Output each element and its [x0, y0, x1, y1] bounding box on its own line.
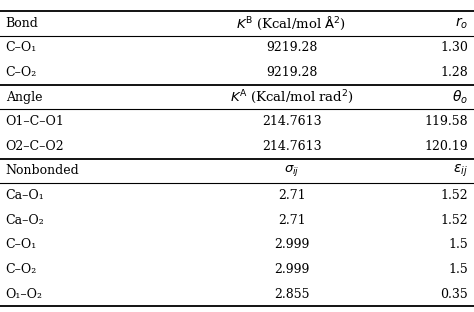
Text: 120.19: 120.19: [425, 140, 468, 153]
Text: 119.58: 119.58: [425, 115, 468, 128]
Text: O₁–O₂: O₁–O₂: [6, 288, 43, 300]
Text: C–O₁: C–O₁: [6, 238, 37, 251]
Text: 1.28: 1.28: [440, 66, 468, 79]
Text: 2.999: 2.999: [274, 263, 309, 276]
Text: C–O₂: C–O₂: [6, 263, 37, 276]
Text: 2.999: 2.999: [274, 238, 309, 251]
Text: 2.71: 2.71: [278, 214, 305, 227]
Text: Angle: Angle: [6, 90, 42, 104]
Text: 1.52: 1.52: [441, 214, 468, 227]
Text: $\theta_o$: $\theta_o$: [452, 88, 468, 106]
Text: Ca–O₁: Ca–O₁: [6, 189, 45, 202]
Text: 2.855: 2.855: [274, 288, 309, 300]
Text: C–O₁: C–O₁: [6, 41, 37, 54]
Text: Nonbonded: Nonbonded: [6, 164, 80, 178]
Text: $r_o$: $r_o$: [455, 16, 468, 31]
Text: $\sigma_{ij}$: $\sigma_{ij}$: [284, 163, 299, 178]
Text: 1.30: 1.30: [440, 41, 468, 54]
Text: Ca–O₂: Ca–O₂: [6, 214, 45, 227]
Text: Bond: Bond: [6, 17, 38, 30]
Text: 1.52: 1.52: [441, 189, 468, 202]
Text: O2–C–O2: O2–C–O2: [6, 140, 64, 153]
Text: 2.71: 2.71: [278, 189, 305, 202]
Text: 0.35: 0.35: [440, 288, 468, 300]
Text: 9219.28: 9219.28: [266, 66, 317, 79]
Text: C–O₂: C–O₂: [6, 66, 37, 79]
Text: $K^{\mathrm{A}}$ (Kcal/mol rad$^{2}$): $K^{\mathrm{A}}$ (Kcal/mol rad$^{2}$): [229, 88, 354, 106]
Text: 1.5: 1.5: [448, 263, 468, 276]
Text: 1.5: 1.5: [448, 238, 468, 251]
Text: $K^{\mathrm{B}}$ (Kcal/mol $\mathrm{\AA}^{2}$): $K^{\mathrm{B}}$ (Kcal/mol $\mathrm{\AA}…: [237, 15, 346, 32]
Text: 214.7613: 214.7613: [262, 115, 321, 128]
Text: O1–C–O1: O1–C–O1: [6, 115, 64, 128]
Text: 9219.28: 9219.28: [266, 41, 317, 54]
Text: 214.7613: 214.7613: [262, 140, 321, 153]
Text: $\varepsilon_{ij}$: $\varepsilon_{ij}$: [454, 163, 468, 179]
